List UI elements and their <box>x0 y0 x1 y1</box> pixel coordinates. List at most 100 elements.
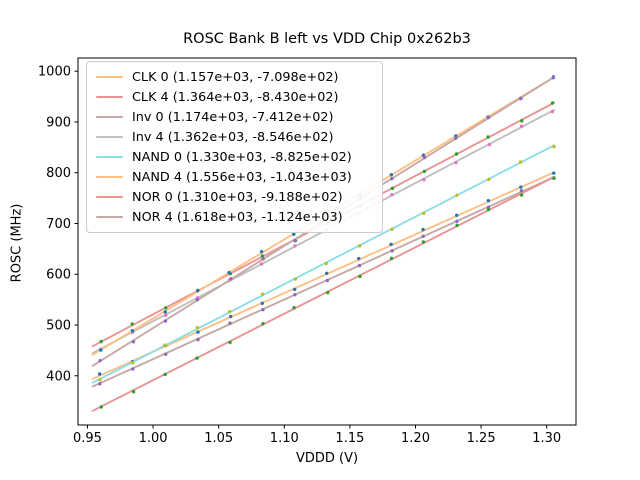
data-point-inv-0 <box>228 321 232 325</box>
data-point-nand-4 <box>227 270 231 275</box>
data-point-clk-4 <box>390 186 395 191</box>
x-tick-label: 1.00 <box>139 431 168 446</box>
legend-line-swatch <box>96 96 123 98</box>
data-point-inv-0 <box>98 382 102 386</box>
legend-label: NOR 0 (1.310e+03, -9.188e+02) <box>132 189 343 205</box>
data-point-nor-0 <box>228 340 232 345</box>
x-tick-label: 1.25 <box>467 431 496 446</box>
data-point-nor-0 <box>326 290 330 295</box>
legend-line-swatch <box>96 76 123 78</box>
data-point-nor-0 <box>131 389 136 394</box>
data-point-inv-4 <box>390 193 394 197</box>
data-point-nand-4 <box>292 232 296 236</box>
data-point-nor-4 <box>518 96 523 101</box>
data-point-clk-0 <box>455 213 459 217</box>
data-point-inv-0 <box>357 263 362 268</box>
data-point-inv-0 <box>421 234 425 238</box>
chart-title: ROSC Bank B left vs VDD Chip 0x262b3 <box>183 31 471 47</box>
data-point-inv-0 <box>519 189 524 193</box>
data-point-inv-0 <box>325 278 330 283</box>
data-point-inv-0 <box>390 249 394 253</box>
x-tick-label: 1.10 <box>270 431 299 446</box>
data-point-nor-4 <box>163 319 168 323</box>
legend-line-swatch <box>96 116 123 118</box>
data-point-nor-4 <box>422 155 427 160</box>
legend-line-swatch <box>96 136 123 138</box>
data-point-nand-0 <box>131 361 135 365</box>
data-point-nand-0 <box>552 144 556 149</box>
legend-entry-clk-0: CLK 0 (1.157e+03, -7.098e+02) <box>96 67 373 87</box>
data-point-clk-0 <box>357 256 361 261</box>
data-point-nor-4 <box>98 358 102 363</box>
x-tick-label: 1.05 <box>204 431 233 446</box>
legend-entry-nand-4: NAND 4 (1.556e+03, -1.043e+03) <box>96 167 373 187</box>
data-point-nand-0 <box>260 292 265 296</box>
data-point-nand-0 <box>162 343 167 348</box>
data-point-clk-0 <box>97 372 102 376</box>
data-point-nor-4 <box>454 136 458 141</box>
data-point-nand-0 <box>195 325 200 330</box>
x-tick-label: 0.95 <box>73 431 102 446</box>
plot-border <box>77 57 577 426</box>
fit-line-nor-0 <box>91 176 556 412</box>
data-point-nor-0 <box>292 306 296 310</box>
data-point-clk-0 <box>228 314 233 319</box>
data-point-inv-4 <box>454 160 458 165</box>
legend-label: CLK 4 (1.364e+03, -8.430e+02) <box>132 89 339 105</box>
x-axis-label: VDDD (V) <box>295 451 359 466</box>
y-axis-label: ROSC (MHz) <box>9 203 25 283</box>
y-tick-label: 900 <box>46 115 71 130</box>
data-point-nand-4 <box>389 173 394 177</box>
legend: CLK 0 (1.157e+03, -7.098e+02) CLK 4 (1.36… <box>86 61 383 233</box>
data-point-inv-4 <box>164 313 168 318</box>
data-point-clk-4 <box>550 101 555 105</box>
data-point-inv-4 <box>422 178 426 182</box>
data-point-inv-4 <box>519 124 524 128</box>
data-point-nor-0 <box>163 372 167 377</box>
fit-line-nand-0 <box>91 144 556 384</box>
legend-label: Inv 0 (1.174e+03, -7.412e+02) <box>132 109 334 125</box>
data-point-nor-4 <box>229 277 233 281</box>
data-point-nand-0 <box>227 310 232 314</box>
data-point-clk-0 <box>421 227 425 232</box>
y-tick-label: 400 <box>46 369 71 384</box>
data-point-inv-0 <box>196 337 200 342</box>
data-point-clk-0 <box>292 287 297 292</box>
y-tick-label: 600 <box>46 268 71 283</box>
data-point-nand-4 <box>259 249 264 254</box>
data-point-nand-0 <box>98 377 102 382</box>
data-point-inv-0 <box>164 352 168 357</box>
data-point-nor-0 <box>552 176 556 180</box>
data-point-inv-4 <box>487 142 492 147</box>
axes-layer: 0.95 1.00 1.05 1.10 1.15 1.20 1.25 1.30 400 500 60… <box>38 57 577 446</box>
legend-label: NOR 4 (1.618e+03, -1.124e+03) <box>132 209 343 225</box>
legend-line-swatch <box>96 196 123 198</box>
data-point-clk-0 <box>519 185 523 189</box>
data-point-clk-4 <box>99 339 103 344</box>
x-tick-label: 1.15 <box>335 431 364 446</box>
legend-label: CLK 0 (1.157e+03, -7.098e+02) <box>132 69 339 85</box>
x-tick-label: 1.20 <box>401 431 430 446</box>
data-point-clk-4 <box>260 254 265 258</box>
data-point-nand-0 <box>390 227 394 231</box>
legend-line-swatch <box>96 176 123 178</box>
data-point-clk-0 <box>552 171 556 175</box>
legend-entry-inv-0: Inv 0 (1.174e+03, -7.412e+02) <box>96 107 373 127</box>
data-point-nand-0 <box>487 177 491 181</box>
data-point-nor-0 <box>195 356 199 360</box>
data-point-clk-0 <box>196 330 200 334</box>
legend-entry-nand-0: NAND 0 (1.330e+03, -8.825e+02) <box>96 147 373 167</box>
legend-entry-nor-4: NOR 4 (1.618e+03, -1.124e+03) <box>96 207 373 227</box>
data-point-nor-4 <box>195 297 200 302</box>
data-point-nor-4 <box>131 340 136 344</box>
data-point-nor-0 <box>358 274 362 279</box>
data-point-nor-4 <box>486 115 491 120</box>
y-tick-label: 800 <box>46 166 71 181</box>
data-point-clk-4 <box>520 119 524 123</box>
legend-label: Inv 4 (1.362e+03, -8.546e+02) <box>132 129 334 145</box>
data-point-clk-4 <box>164 306 168 310</box>
legend-entry-nor-0: NOR 0 (1.310e+03, -9.188e+02) <box>96 187 373 207</box>
data-point-nand-4 <box>130 328 135 333</box>
